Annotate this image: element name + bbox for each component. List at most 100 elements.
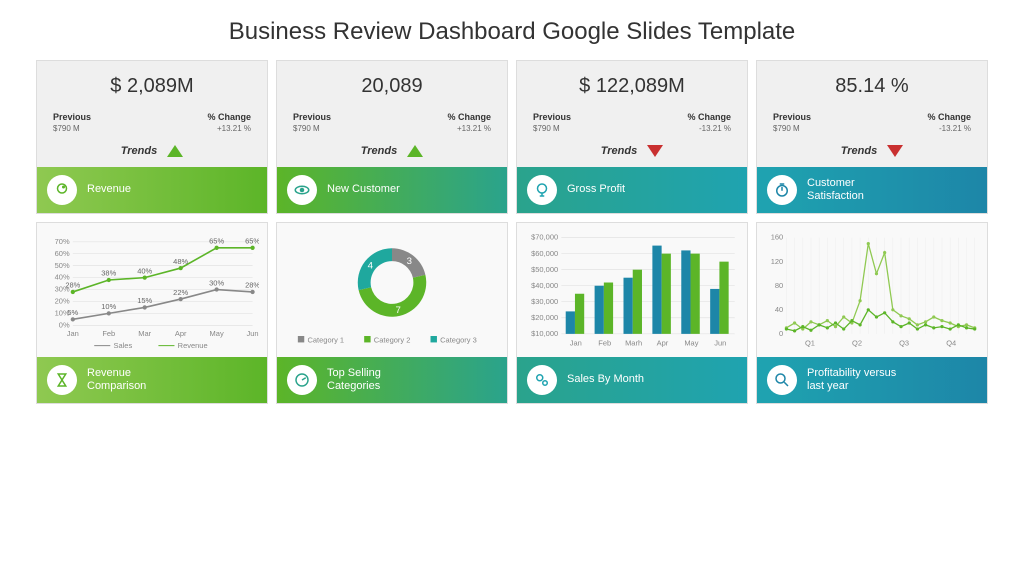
kpi-value: 20,089 <box>293 75 491 98</box>
svg-text:15%: 15% <box>137 296 152 305</box>
svg-text:Jun: Jun <box>247 329 259 338</box>
chart-line2: 04080120160Q1Q2Q3Q4 <box>757 223 987 357</box>
chart-line: 0%10%20%30%40%50%60%70%JanFebMarAprMayJu… <box>37 223 267 357</box>
chart-label: Top SellingCategories <box>327 367 381 393</box>
chart-card: 04080120160Q1Q2Q3Q4 Profitability versus… <box>756 222 988 404</box>
trends-label: Trends <box>601 145 637 157</box>
svg-text:7: 7 <box>396 305 401 316</box>
svg-text:20%: 20% <box>55 297 70 306</box>
chart-footer: Top SellingCategories <box>277 357 507 403</box>
svg-text:3: 3 <box>407 256 412 267</box>
kpi-footer: Revenue <box>37 167 267 213</box>
svg-text:4: 4 <box>368 260 374 271</box>
svg-text:Q1: Q1 <box>805 339 815 348</box>
chart-footer: Profitability versuslast year <box>757 357 987 403</box>
gears-icon <box>527 365 557 395</box>
svg-text:$60,000: $60,000 <box>531 249 558 258</box>
svg-text:Feb: Feb <box>102 329 115 338</box>
svg-text:Q3: Q3 <box>899 339 909 348</box>
svg-text:$40,000: $40,000 <box>531 281 558 290</box>
kpi-label: CustomerSatisfaction <box>807 177 864 203</box>
trend-up-icon <box>407 145 423 157</box>
change-value: -13.21 % <box>699 124 731 133</box>
svg-text:May: May <box>210 329 224 338</box>
svg-text:May: May <box>684 339 698 348</box>
svg-text:Mar: Mar <box>138 329 151 338</box>
previous-value: $790 M <box>293 124 320 133</box>
change-value: +13.21 % <box>217 124 251 133</box>
kpi-footer: CustomerSatisfaction <box>757 167 987 213</box>
svg-text:40: 40 <box>775 305 783 314</box>
change-value: +13.21 % <box>457 124 491 133</box>
svg-text:Marh: Marh <box>625 339 642 348</box>
change-value: -13.21 % <box>939 124 971 133</box>
svg-text:Feb: Feb <box>598 339 611 348</box>
previous-label: Previous <box>53 112 91 122</box>
chart-donut: 3 7 4 Category 1 Category 2 Category 3 <box>277 223 507 357</box>
chart-footer: Sales By Month <box>517 357 747 403</box>
page-title: Business Review Dashboard Google Slides … <box>0 0 1024 60</box>
svg-text:5%: 5% <box>67 308 78 317</box>
svg-text:65%: 65% <box>209 237 224 246</box>
chart-footer: RevenueComparison <box>37 357 267 403</box>
svg-text:Apr: Apr <box>175 329 187 338</box>
kpi-card: 85.14 % Previous% Change $790 M-13.21 % … <box>756 60 988 214</box>
previous-value: $790 M <box>533 124 560 133</box>
gauge-icon <box>287 365 317 395</box>
eye-icon <box>287 175 317 205</box>
trend-down-icon <box>887 145 903 157</box>
magnify-icon <box>767 365 797 395</box>
kpi-label: New Customer <box>327 183 400 196</box>
svg-text:Jan: Jan <box>67 329 79 338</box>
svg-text:$30,000: $30,000 <box>531 297 558 306</box>
previous-label: Previous <box>533 112 571 122</box>
svg-text:28%: 28% <box>65 281 80 290</box>
head-icon <box>47 175 77 205</box>
kpi-value: $ 122,089M <box>533 75 731 98</box>
svg-text:Category 3: Category 3 <box>440 335 477 344</box>
chart-label: RevenueComparison <box>87 367 146 393</box>
svg-text:Jan: Jan <box>570 339 582 348</box>
svg-text:Category 2: Category 2 <box>374 335 411 344</box>
svg-text:Jun: Jun <box>714 339 726 348</box>
svg-text:Category 1: Category 1 <box>307 335 344 344</box>
previous-value: $790 M <box>773 124 800 133</box>
kpi-label: Revenue <box>87 183 131 196</box>
chart-card: $10,000$20,000$30,000$40,000$50,000$60,0… <box>516 222 748 404</box>
svg-text:65%: 65% <box>245 237 259 246</box>
svg-text:50%: 50% <box>55 261 70 270</box>
previous-label: Previous <box>293 112 331 122</box>
svg-text:Apr: Apr <box>657 339 669 348</box>
trend-down-icon <box>647 145 663 157</box>
kpi-value: $ 2,089M <box>53 75 251 98</box>
svg-text:48%: 48% <box>173 257 188 266</box>
kpi-card: $ 122,089M Previous% Change $790 M-13.21… <box>516 60 748 214</box>
trends-label: Trends <box>121 145 157 157</box>
svg-text:Sales: Sales <box>113 341 132 349</box>
svg-text:0: 0 <box>779 329 783 338</box>
svg-text:70%: 70% <box>55 237 70 246</box>
kpi-label: Gross Profit <box>567 183 625 196</box>
svg-text:60%: 60% <box>55 249 70 258</box>
svg-text:Revenue: Revenue <box>178 341 208 349</box>
svg-text:40%: 40% <box>137 266 152 275</box>
svg-text:80: 80 <box>775 281 783 290</box>
previous-label: Previous <box>773 112 811 122</box>
chart-bar: $10,000$20,000$30,000$40,000$50,000$60,0… <box>517 223 747 357</box>
svg-text:120: 120 <box>771 257 784 266</box>
svg-text:$20,000: $20,000 <box>531 313 558 322</box>
svg-text:160: 160 <box>771 233 784 242</box>
svg-text:10%: 10% <box>101 302 116 311</box>
dashboard-grid: $ 2,089M Previous % Change $790 M +13.21 %… <box>0 60 1024 404</box>
svg-text:$70,000: $70,000 <box>531 233 558 242</box>
svg-text:Q2: Q2 <box>852 339 862 348</box>
trends-label: Trends <box>361 145 397 157</box>
previous-value: $790 M <box>53 124 80 133</box>
hourglass-icon <box>47 365 77 395</box>
svg-text:22%: 22% <box>173 288 188 297</box>
chart-card: 0%10%20%30%40%50%60%70%JanFebMarAprMayJu… <box>36 222 268 404</box>
change-label: % Change <box>927 112 971 122</box>
trend-up-icon <box>167 145 183 157</box>
chart-label: Sales By Month <box>567 373 644 386</box>
change-label: % Change <box>447 112 491 122</box>
